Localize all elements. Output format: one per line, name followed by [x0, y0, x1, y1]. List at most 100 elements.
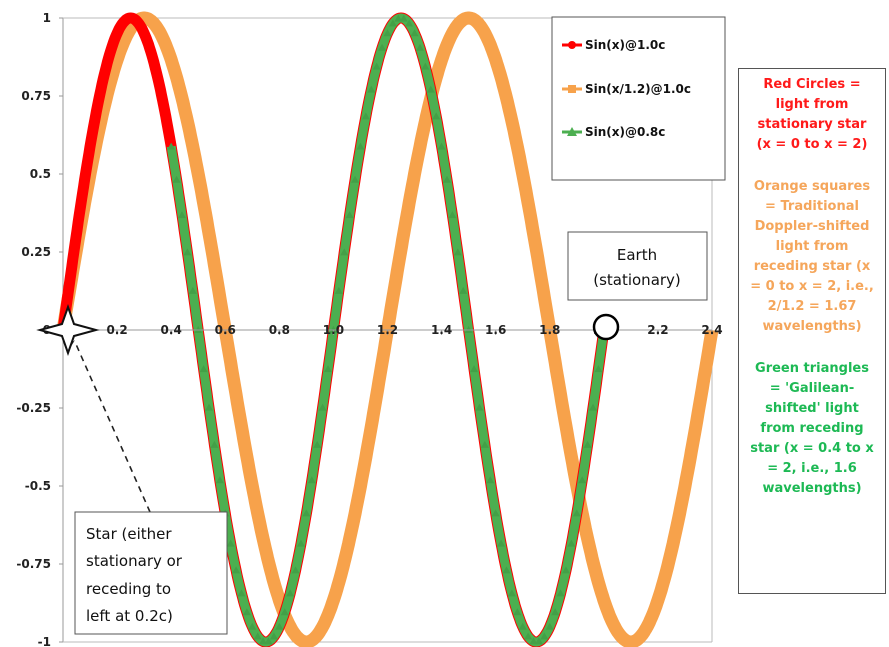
series-marker-green — [394, 14, 403, 22]
earth-annotation-box — [567, 231, 708, 301]
x-tick-label: 2.4 — [701, 323, 722, 337]
series-marker-green — [210, 440, 219, 448]
series-marker-green — [172, 175, 181, 183]
star-label-line-2: stationary or — [86, 552, 183, 570]
series-marker-green — [296, 539, 305, 547]
series-marker-green — [540, 632, 549, 640]
star-annotation: Star (either stationary or receding to l… — [36, 303, 228, 635]
side-note-green-line: from receding — [760, 421, 864, 436]
side-note-orange-line: light from — [775, 239, 849, 254]
legend: Sin(x)@1.0c Sin(x/1.2)@1.0c Sin(x)@0.8c — [551, 16, 726, 181]
series-marker-green — [253, 632, 262, 640]
side-note-green-line: shifted' light — [765, 401, 859, 416]
series-marker-green — [421, 62, 430, 70]
series-marker-green — [226, 539, 235, 547]
x-tick-label: 0.2 — [106, 323, 127, 337]
series-marker-green — [551, 608, 560, 616]
series-marker-green — [502, 566, 511, 574]
series-marker-green — [237, 589, 246, 597]
side-note-orange-line: Doppler-shifted — [754, 219, 870, 234]
series-marker-green — [199, 365, 208, 373]
series-marker-green — [594, 365, 603, 373]
side-note-green-line: = 2, i.e., 1.6 — [767, 461, 857, 476]
series-marker-green — [470, 365, 479, 373]
side-note-red-line: Red Circles = — [763, 77, 861, 92]
side-note-green-line: Green triangles — [755, 361, 869, 376]
series-marker-green — [529, 637, 538, 645]
series-marker-green — [269, 632, 278, 640]
series-marker-green — [205, 403, 214, 411]
series-marker-green — [415, 43, 424, 51]
series-marker-green — [383, 29, 392, 37]
y-tick-label: -0.75 — [16, 557, 51, 571]
series-marker-green — [426, 85, 435, 93]
x-tick-label: 1.2 — [377, 323, 398, 337]
series-marker-green — [442, 175, 451, 183]
series-marker-green — [556, 589, 565, 597]
series-marker-green — [286, 589, 295, 597]
series-marker-green — [242, 608, 251, 616]
star-label-line-4: left at 0.2c) — [86, 607, 173, 625]
earth-label-line-1: Earth — [617, 246, 657, 264]
series-marker-green — [356, 142, 365, 150]
series-marker-green — [405, 19, 414, 27]
y-tick-label: 0.5 — [30, 167, 51, 181]
series-marker-green — [524, 632, 533, 640]
x-tick-label: 0.4 — [161, 323, 182, 337]
x-axis: 0.00.20.40.60.81.01.21.41.61.82.02.22.4 — [52, 323, 722, 337]
series-marker-green — [583, 440, 592, 448]
star-icon — [36, 303, 100, 357]
series-marker-green — [232, 566, 241, 574]
side-note-orange-line: 2/1.2 = 1.67 — [767, 299, 857, 314]
y-tick-label: -0.5 — [25, 479, 51, 493]
side-note-orange-line: Orange squares — [753, 179, 871, 194]
series-marker-green — [215, 476, 224, 484]
series-marker-green — [513, 608, 522, 616]
legend-red-marker — [568, 41, 576, 49]
series-marker-green — [167, 142, 176, 150]
series-marker-green — [399, 14, 408, 22]
series-marker-green — [188, 286, 197, 294]
series-marker-green — [378, 43, 387, 51]
star-label-line-1: Star (either — [86, 525, 172, 543]
y-tick-label: 0.75 — [21, 89, 51, 103]
series-marker-green — [264, 637, 273, 645]
series-marker-green — [334, 286, 343, 294]
side-note-green-line: wavelengths) — [762, 481, 862, 496]
series-marker-green — [507, 589, 516, 597]
series-marker-green — [475, 403, 484, 411]
side-note-orange-line: receding star (x — [753, 259, 871, 274]
series-marker-green — [486, 476, 495, 484]
series-marker-green — [388, 19, 397, 27]
series-marker-green — [177, 211, 186, 219]
series-marker-green — [410, 29, 419, 37]
series-marker-green — [345, 211, 354, 219]
legend-red-label: Sin(x)@1.0c — [585, 38, 665, 52]
side-note-orange: Orange squares = Traditional Doppler-shi… — [741, 177, 883, 337]
series-marker-green — [518, 622, 527, 630]
series-marker-green — [578, 476, 587, 484]
series-marker-green — [259, 637, 268, 645]
series-marker-green — [497, 539, 506, 547]
side-note-orange-line: = 0 to x = 2, i.e., — [750, 279, 874, 294]
series-marker-green — [183, 248, 192, 256]
y-tick-label: 0.25 — [21, 245, 51, 259]
series-marker-green — [318, 403, 327, 411]
earth-label-line-2: (stationary) — [593, 271, 681, 289]
earth-marker — [592, 313, 620, 341]
star-annotation-box — [74, 511, 228, 635]
side-note-green-line: star (x = 0.4 to x — [750, 441, 874, 456]
y-tick-label: -1 — [38, 635, 51, 647]
legend-orange-marker — [568, 85, 576, 93]
legend-orange-label: Sin(x/1.2)@1.0c — [585, 82, 691, 96]
series-marker-green — [561, 566, 570, 574]
x-tick-label: 0.6 — [215, 323, 236, 337]
series-marker-green — [567, 539, 576, 547]
series-marker-green — [340, 248, 349, 256]
side-note-red: Red Circles = light from stationary star… — [741, 75, 883, 155]
series-marker-green — [491, 509, 500, 517]
side-note-red-line: stationary star — [757, 117, 867, 132]
series-marker-green — [361, 112, 370, 120]
earth-annotation: Earth (stationary) — [567, 231, 708, 341]
series-marker-green — [432, 112, 441, 120]
